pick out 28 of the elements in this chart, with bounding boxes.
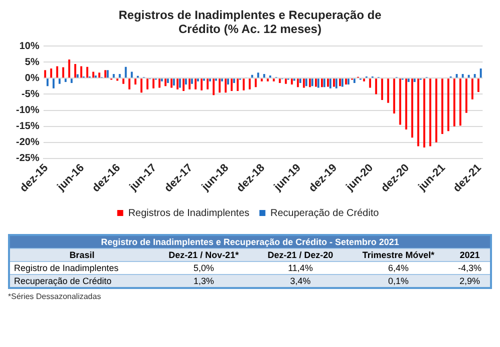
text: Registro de Inadimplentes e Recuperação de Crédito - Setembro 2021 [9,235,491,248]
y-tick-label: 0% [24,72,40,84]
text: 2,9% [459,276,480,286]
text: 1,3% [193,276,214,286]
y-tick-label: -20% [16,137,40,148]
category-label: Brasil [9,248,154,262]
legend-label: Recuperação de Crédito [270,208,380,219]
text: 3,4% [290,276,311,286]
category-label: Registro de Inadimplentes [14,263,119,273]
text: 6,4% [388,263,409,273]
legend-label: Registros de Inadimplentes [128,208,250,219]
category-label: Recuperação de Crédito [14,276,112,286]
y-tick-label: 5% [24,56,40,68]
chart-title: Registros de Inadimplentes e Recuperação de Crédito (% Ac. 12 meses) [118,8,382,36]
text: 0,1% [388,276,409,286]
category-label: 2021 [449,248,491,262]
text: -4,3% [458,263,482,273]
category-label: Dez-21 / Nov-21* [154,248,254,262]
y-tick-label: -15% [16,121,40,132]
y-tick-label: 10% [19,40,40,52]
text: 5,0% [193,263,214,273]
y-tick-label: -5% [22,88,40,100]
text: *Séries Dessazonalizadas [8,292,102,301]
text: 11,4% [288,263,313,273]
y-tick-label: -10% [16,105,40,116]
category-label: Dez-21 / Dez-20 [253,248,348,262]
y-tick-label: -25% [16,153,40,164]
category-label: Trimestre Móvel* [347,248,450,262]
